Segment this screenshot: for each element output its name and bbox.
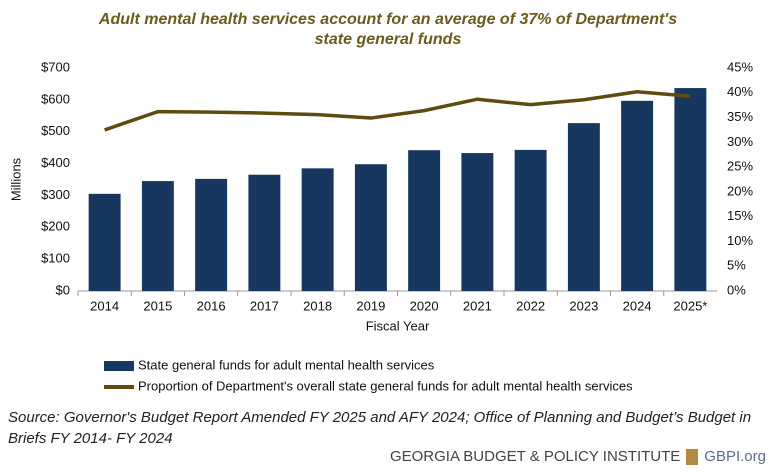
y2-tick-label: 5% xyxy=(727,258,746,273)
bar xyxy=(248,174,281,291)
y2-tick-label: 45% xyxy=(727,59,753,74)
chart: $0 $100 $200 $300 $400 $500 $600 $700 0% 5% 10% 15%… xyxy=(8,59,753,393)
x-axis-title: Fiscal Year xyxy=(366,318,430,333)
bar xyxy=(408,150,441,291)
y-tick-label: $600 xyxy=(41,91,70,106)
footer: GEORGIA BUDGET & POLICY INSTITUTE GBPI.o… xyxy=(390,448,766,465)
y2-tick-label: 0% xyxy=(727,282,746,297)
y-tick-label: $0 xyxy=(56,282,70,297)
x-tick-label: 2018 xyxy=(303,298,332,313)
x-tick-label: 2023 xyxy=(569,298,598,313)
y2-tick-label: 25% xyxy=(727,159,753,174)
y-tick-label: $100 xyxy=(41,251,70,266)
legend-label: State general funds for adult mental hea… xyxy=(138,357,435,372)
footer-site: GBPI.org xyxy=(704,448,766,465)
bar xyxy=(354,164,387,291)
x-tick-label: 2014 xyxy=(90,298,119,313)
x-tick-label: 2017 xyxy=(250,298,279,313)
x-tick-label: 2016 xyxy=(197,298,226,313)
y-tick-label: $500 xyxy=(41,123,70,138)
y-tick-label: $700 xyxy=(41,59,70,74)
bar xyxy=(514,149,547,291)
bar xyxy=(88,193,121,291)
line xyxy=(104,90,691,132)
legend-label: Proportion of Department's overall state… xyxy=(138,378,633,393)
y2-tick-label: 40% xyxy=(727,84,753,99)
y-axis-title: Millions xyxy=(8,157,23,201)
x-tick-label: 2019 xyxy=(356,298,385,313)
y2-tick-label: 15% xyxy=(727,208,753,223)
x-tick-label: 2015 xyxy=(143,298,172,313)
bar xyxy=(674,88,707,291)
bar xyxy=(301,168,334,291)
y2-tick-label: 10% xyxy=(727,233,753,248)
footer-org: GEORGIA BUDGET & POLICY INSTITUTE xyxy=(389,448,681,465)
bar xyxy=(461,153,494,291)
x-tick-label: 2021 xyxy=(463,298,492,313)
y-tick-label: $300 xyxy=(41,187,70,202)
source-note: Source: Governor's Budget Report Amended… xyxy=(8,409,752,447)
logo-icon xyxy=(686,448,699,465)
x-tick-label: 2020 xyxy=(410,298,439,313)
y2-tick-label: 20% xyxy=(727,183,753,198)
x-tick-label: 2025* xyxy=(673,298,707,313)
y-tick-label: $400 xyxy=(41,155,70,170)
bar xyxy=(141,181,174,291)
legend-swatch xyxy=(104,361,134,371)
bar xyxy=(567,123,600,291)
y-tick-label: $200 xyxy=(41,219,70,234)
y2-tick-label: 35% xyxy=(727,109,753,124)
bar xyxy=(195,178,228,291)
chart-title: Adult mental health services account for… xyxy=(98,11,678,48)
x-tick-label: 2022 xyxy=(516,298,545,313)
y2-tick-label: 30% xyxy=(727,134,753,149)
bar xyxy=(621,100,654,291)
x-tick-label: 2024 xyxy=(623,298,652,313)
